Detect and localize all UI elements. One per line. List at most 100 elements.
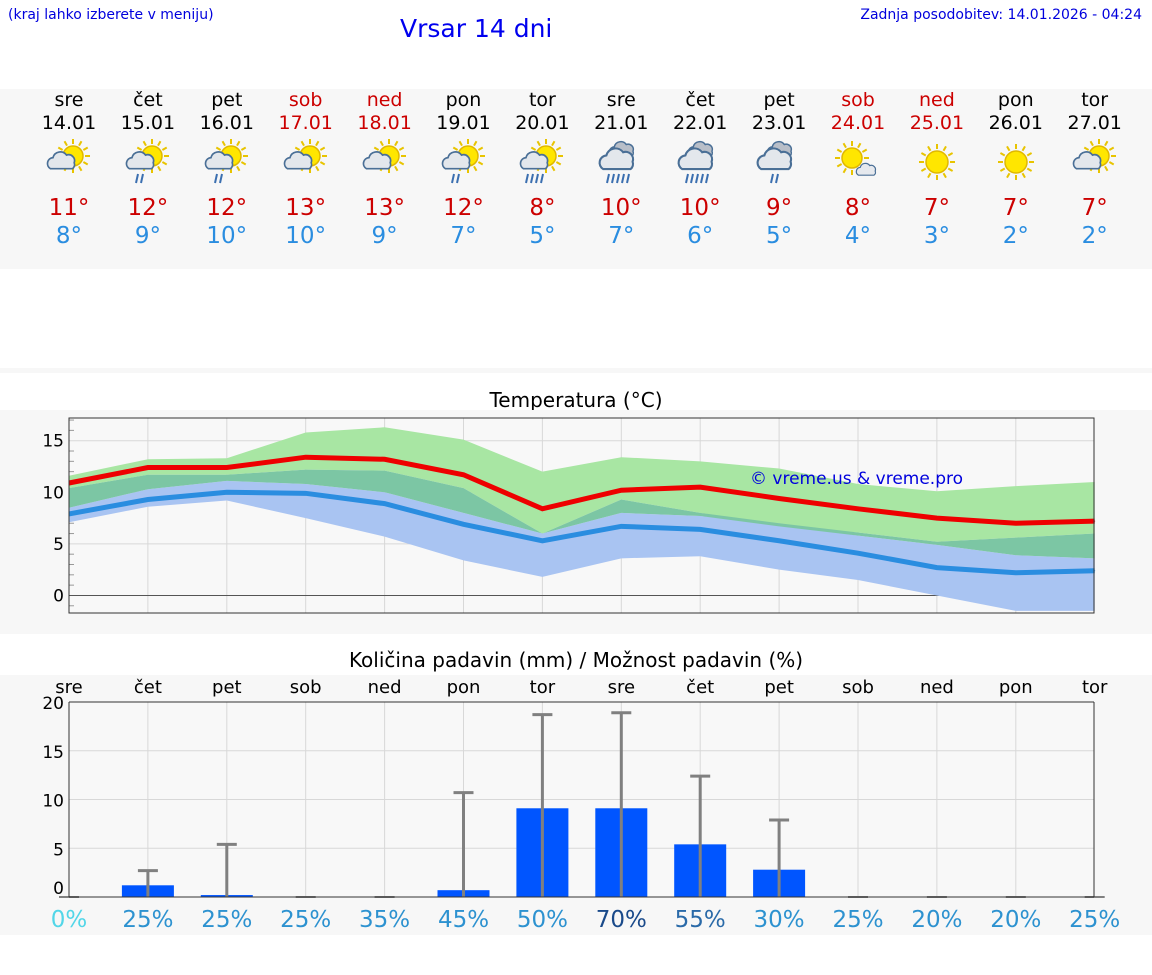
last-update: Zadnja posodobitev: 14.01.2026 - 04:24 [860,7,1142,23]
tmax-point [384,458,386,460]
day-column: čet 22.01 10° 6° [661,88,739,250]
weekday-label: sre [606,89,636,111]
day-column: ned 18.01 13° 9° [346,88,424,250]
tmax-point [699,486,701,488]
x-category-label: čet [686,677,714,698]
precip-probability-label: 45% [438,907,489,933]
y-tick-label: 15 [42,743,64,763]
precip-probability-label: 50% [517,907,568,933]
tmin-value: 9° [371,223,398,249]
cloudy-rain-icon [756,140,793,184]
tmin-point [620,525,622,527]
precip-probability-label: 55% [675,907,726,933]
sun-small-cloud-icon [835,141,877,176]
x-category-label: sob [842,677,874,698]
overlap-band [69,469,1095,559]
date-label: 23.01 [751,112,807,134]
partly-cloudy-icon [362,139,406,173]
precipitation-chart-title: Količina padavin (mm) / Možnost padavin … [348,648,804,672]
partly-cloudy-rain-icon [204,139,248,184]
tmin-point [147,499,149,501]
tmin-value: 2° [1002,223,1029,249]
tmax-point [226,467,228,469]
tmin-point [463,523,464,525]
tmin-point [1015,572,1017,574]
y-tick-label: 10 [42,483,64,503]
daily-forecast: sre 14.01 11° 8° čet 15.01 12° 9° pet 16.01 12° 10°… [0,88,1152,268]
date-label: 16.01 [199,112,254,134]
tmax-value: 8° [844,195,872,221]
tmax-value: 7° [923,195,950,221]
day-column: sob 24.01 8° 4° [819,88,897,250]
separator [0,368,1152,373]
weekday-label: tor [528,89,556,111]
x-category-label: pon [999,677,1033,698]
day-column: pon 19.01 12° 7° [425,88,503,250]
watermark: © vreme.us & vreme.pro [750,469,963,489]
date-label: 27.01 [1067,112,1122,134]
y-tick-label: 0 [53,879,64,899]
tmin-value: 7° [450,223,477,249]
date-label: 14.01 [41,112,97,134]
x-category-label: sre [55,677,82,698]
tmax-point [936,517,938,519]
tmax-value: 12° [443,195,484,221]
tmax-value: 13° [285,195,327,221]
partly-cloudy-icon [46,139,90,173]
plot-frame [68,417,1095,614]
day-column: pet 16.01 12° 10° [188,88,266,250]
y-tick-label: 0 [53,586,64,606]
cloudy-heavy-rain-icon [598,140,635,184]
tmin-value: 8° [55,223,83,249]
y-tick-label: 20 [42,694,64,714]
tmax-value: 8° [529,195,556,221]
y-tick-label: 5 [53,840,64,860]
page-title: Vrsar 14 dni [400,14,553,43]
day-column: sre 14.01 11° 8° [30,88,108,250]
tmax-point [620,489,622,491]
tmin-point [857,552,859,554]
weekday-label: čet [685,89,715,111]
partly-cloudy-rain-icon [441,139,485,184]
partly-cloudy-icon [283,139,327,173]
precip-probability-label: 0% [51,907,88,933]
precip-probability-label: 25% [201,907,252,933]
day-column: tor 20.01 8° 5° [503,88,581,250]
precip-probability-label: 25% [832,907,883,933]
partly-cloudy-rain-icon [125,139,169,184]
tmax-point [541,508,543,510]
partly-cloudy-heavy-rain-icon [520,139,564,184]
day-column: ned 25.01 7° 3° [898,88,976,250]
tmax-point [305,456,307,458]
precip-probability-label: 70% [596,907,647,933]
precip-probability-label: 20% [990,907,1041,933]
weekday-label: čet [133,89,163,111]
location-menu-hint[interactable]: (kraj lahko izberete v meniju) [8,7,214,23]
tmin-point [936,567,938,569]
tmin-value: 10° [285,223,327,249]
date-label: 18.01 [357,112,412,134]
day-column: sob 17.01 13° 10° [267,88,345,250]
date-label: 15.01 [120,112,176,134]
weekday-label: pet [763,89,795,111]
x-category-label: čet [134,677,162,698]
x-category-label: pet [764,677,794,698]
weekday-label: pet [211,89,243,111]
weekday-label: pon [445,89,482,111]
tmax-value: 10° [679,195,721,221]
precip-probability-label: 20% [911,907,962,933]
tmin-value: 2° [1081,223,1108,249]
tmin-value: 9° [134,223,161,249]
precip-probability-label: 25% [122,907,173,933]
tmin-value: 3° [923,223,950,249]
x-category-label: sre [608,677,635,698]
tmax-value: 9° [766,195,793,221]
tmax-point [463,474,464,476]
temperature-chart: 0 5 10 15 © vreme.us & vreme.pro [42,417,1096,614]
tmin-point [305,492,307,494]
date-label: 26.01 [988,112,1043,134]
tmin-range-band [69,480,1095,611]
tmax-value: 10° [600,195,642,221]
day-column: pon 26.01 7° 2° [977,88,1055,250]
